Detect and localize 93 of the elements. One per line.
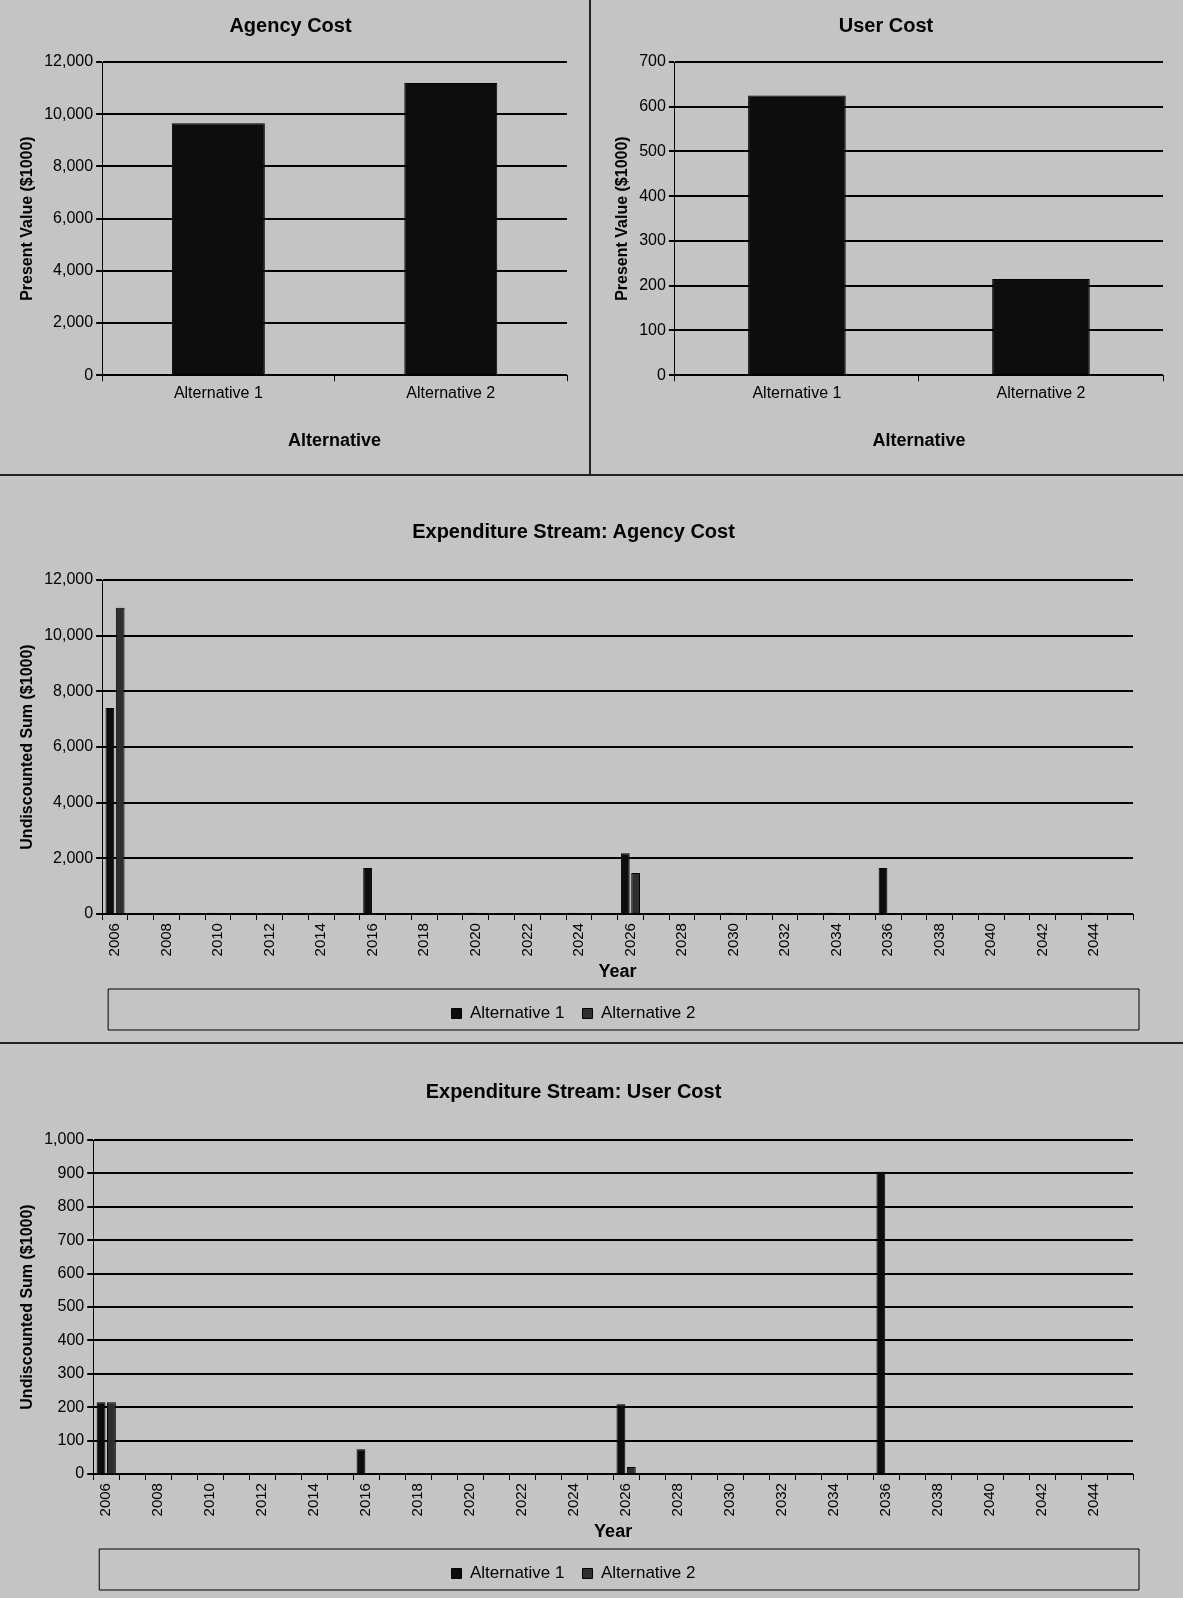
x-tick-label: 2038 bbox=[929, 923, 947, 957]
y-axis-title: Undiscounted Sum ($1000) bbox=[18, 1204, 36, 1410]
y-axis-title: Present Value ($1000) bbox=[613, 136, 631, 301]
y-tick-label: 2,000 bbox=[53, 313, 94, 331]
x-tick-label: 2024 bbox=[564, 1483, 582, 1517]
x-tick-label: 2020 bbox=[460, 1483, 478, 1517]
x-tick-label: 2016 bbox=[356, 1483, 374, 1517]
y-tick-label: 2,000 bbox=[53, 848, 94, 866]
x-tick-label: 2014 bbox=[304, 1483, 322, 1517]
x-tick-label: 2008 bbox=[148, 1483, 166, 1517]
chart-title: Expenditure Stream: Agency Cost bbox=[412, 519, 736, 542]
x-tick-label: 2042 bbox=[1032, 923, 1050, 957]
x-tick-label: 2042 bbox=[1032, 1483, 1050, 1517]
y-axis-title: Present Value ($1000) bbox=[18, 136, 36, 301]
y-tick-label: 10,000 bbox=[44, 104, 94, 122]
y-tick-label: 10,000 bbox=[44, 626, 94, 644]
y-tick-label: 100 bbox=[639, 320, 666, 338]
x-tick-label: 2016 bbox=[362, 923, 380, 957]
x-tick-label: 2040 bbox=[981, 923, 999, 957]
y-tick-label: 0 bbox=[656, 365, 666, 383]
y-tick-label: 6,000 bbox=[53, 209, 94, 227]
x-tick-label: 2040 bbox=[980, 1483, 998, 1517]
y-tick-label: 8,000 bbox=[53, 681, 94, 699]
x-tick-label: 2036 bbox=[876, 1483, 894, 1517]
y-tick-label: 0 bbox=[84, 365, 94, 383]
x-tick-label: 2020 bbox=[465, 923, 483, 957]
y-tick-label: 500 bbox=[639, 141, 666, 159]
x-tick-label: 2024 bbox=[569, 923, 587, 957]
x-tick-label: 2012 bbox=[252, 1483, 270, 1517]
legend-label: Alternative 1 bbox=[470, 1563, 565, 1583]
y-tick-label: 400 bbox=[639, 186, 666, 204]
y-tick-label: 100 bbox=[57, 1431, 85, 1449]
x-tick-label: 2034 bbox=[826, 923, 844, 957]
y-tick-label: 400 bbox=[57, 1330, 85, 1348]
x-tick-label: 2032 bbox=[775, 923, 793, 957]
y-tick-label: 700 bbox=[639, 52, 666, 70]
x-tick-label: 2010 bbox=[200, 1483, 218, 1517]
chart-title: Expenditure Stream: User Cost bbox=[425, 1079, 722, 1102]
x-tick-label: 2044 bbox=[1084, 1483, 1102, 1517]
y-tick-label: 300 bbox=[639, 231, 666, 249]
x-tick-label: 2028 bbox=[668, 1483, 686, 1517]
y-tick-label: 12,000 bbox=[44, 570, 94, 588]
x-tick-label: 2018 bbox=[414, 923, 432, 957]
x-axis-title: Year bbox=[594, 1521, 633, 1542]
x-tick-label: 2034 bbox=[824, 1483, 842, 1517]
x-tick-label: Alternative 1 bbox=[173, 384, 263, 402]
x-tick-label: 2026 bbox=[620, 923, 638, 957]
x-tick-label: 2026 bbox=[616, 1483, 634, 1517]
x-tick-label: 2008 bbox=[156, 923, 174, 957]
chart-title: Agency Cost bbox=[229, 13, 352, 36]
y-tick-label: 600 bbox=[57, 1264, 85, 1282]
y-tick-label: 1,000 bbox=[44, 1130, 85, 1148]
y-axis-title: Undiscounted Sum ($1000) bbox=[18, 644, 36, 850]
x-tick-label: Alternative 1 bbox=[752, 384, 842, 402]
x-tick-label: 2028 bbox=[672, 923, 690, 957]
x-axis-title: Year bbox=[598, 961, 637, 982]
y-tick-label: 0 bbox=[84, 904, 94, 922]
x-tick-label: 2022 bbox=[512, 1483, 530, 1517]
x-tick-label: 2006 bbox=[105, 923, 123, 957]
x-tick-label: 2018 bbox=[408, 1483, 426, 1517]
y-tick-label: 700 bbox=[57, 1230, 85, 1248]
y-tick-label: 900 bbox=[57, 1163, 85, 1181]
y-tick-label: 4,000 bbox=[53, 793, 94, 811]
y-tick-label: 12,000 bbox=[44, 52, 94, 70]
x-tick-label: 2014 bbox=[311, 923, 329, 957]
x-tick-label: 2038 bbox=[928, 1483, 946, 1517]
y-tick-label: 4,000 bbox=[53, 261, 94, 279]
x-tick-label: 2010 bbox=[208, 923, 226, 957]
legend-label: Alternative 2 bbox=[601, 1003, 696, 1023]
x-tick-label: 2036 bbox=[878, 923, 896, 957]
x-tick-label: 2012 bbox=[259, 923, 277, 957]
x-tick-label: 2022 bbox=[517, 923, 535, 957]
x-tick-label: Alternative 2 bbox=[996, 384, 1086, 402]
y-tick-label: 500 bbox=[57, 1297, 85, 1315]
x-tick-label: 2006 bbox=[96, 1483, 114, 1517]
chart-title: User Cost bbox=[838, 13, 934, 36]
x-tick-label: 2030 bbox=[720, 1483, 738, 1517]
y-tick-label: 600 bbox=[639, 97, 666, 115]
y-tick-label: 8,000 bbox=[53, 156, 94, 174]
x-axis-title: Alternative bbox=[872, 430, 966, 451]
y-tick-label: 300 bbox=[57, 1364, 85, 1382]
x-tick-label: 2044 bbox=[1084, 923, 1102, 957]
x-tick-label: 2032 bbox=[772, 1483, 790, 1517]
y-tick-label: 200 bbox=[639, 276, 666, 294]
x-axis-title: Alternative bbox=[288, 430, 382, 451]
legend-label: Alternative 2 bbox=[601, 1563, 696, 1583]
y-tick-label: 200 bbox=[57, 1397, 85, 1415]
legend-label: Alternative 1 bbox=[470, 1003, 565, 1023]
x-tick-label: Alternative 2 bbox=[406, 384, 496, 402]
y-tick-label: 6,000 bbox=[53, 737, 94, 755]
x-tick-label: 2030 bbox=[723, 923, 741, 957]
y-tick-label: 0 bbox=[75, 1464, 85, 1482]
y-tick-label: 800 bbox=[57, 1197, 85, 1215]
